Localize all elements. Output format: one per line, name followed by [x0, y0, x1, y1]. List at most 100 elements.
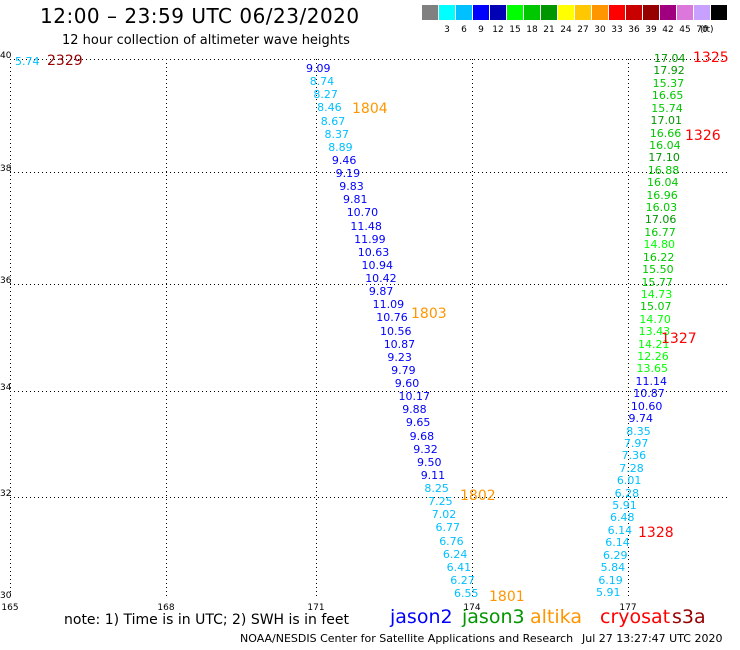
map-plot [10, 59, 730, 599]
wave-height-value: 6.14 [605, 536, 630, 550]
longitude-tick-label: 171 [307, 603, 325, 613]
color-swatch [507, 5, 523, 20]
color-swatch [524, 5, 540, 20]
wave-height-value: 9.74 [628, 412, 654, 426]
wave-height-value: 6.28 [614, 486, 640, 500]
wave-height-value: 9.81 [343, 193, 368, 207]
color-scale-unit: (ft) [700, 25, 714, 35]
latitude-tick-label: 32 [0, 489, 12, 499]
wave-height-value: 16.77 [644, 225, 676, 239]
color-swatch [490, 5, 506, 20]
color-scale-label: 42 [662, 25, 674, 35]
note-text: note: 1) Time is in UTC; 2) SWH is in fe… [64, 612, 350, 628]
wave-height-value: 5.84 [600, 561, 626, 575]
color-scale-label: 70 [696, 25, 708, 35]
color-scale-label: 24 [560, 25, 572, 35]
pass-time-label: 1328 [638, 525, 674, 541]
legend-jason2: jason2 [390, 606, 453, 628]
color-swatch [422, 5, 438, 20]
color-scale-label: 33 [611, 25, 623, 35]
wave-height-value: 15.37 [652, 76, 685, 90]
wave-height-value: 6.01 [616, 474, 642, 488]
color-swatch [456, 5, 472, 20]
wave-height-value: 9.60 [394, 377, 420, 390]
pass-time-label: 1804 [352, 101, 388, 117]
wave-height-value: 9.88 [402, 403, 427, 417]
wave-height-value: 9.68 [409, 429, 435, 443]
legend-altika: altika [530, 606, 582, 628]
color-swatch [626, 5, 642, 20]
wave-height-value: 17.04 [654, 52, 686, 65]
latitude-tick-label: 30 [0, 591, 12, 601]
wave-height-value: 10.42 [365, 272, 397, 285]
color-swatch [473, 5, 489, 20]
wave-height-value: 9.23 [387, 350, 412, 364]
wave-height-value: 13.65 [636, 362, 669, 376]
longitude-tick-label: 168 [157, 603, 175, 613]
wave-height-value: 7.28 [619, 461, 644, 475]
color-scale-label: 39 [645, 25, 657, 35]
color-swatch [541, 5, 557, 20]
wave-height-value: 9.50 [417, 455, 442, 469]
color-swatch [643, 5, 659, 20]
wave-height-value: 16.22 [642, 250, 675, 264]
wave-height-value: 6.24 [442, 547, 468, 561]
color-swatch [558, 5, 574, 20]
wave-height-value: 8.25 [424, 482, 449, 495]
wave-height-value: 6.76 [439, 534, 464, 548]
legend-cryosat: cryosat [600, 606, 671, 628]
wave-height-value: 10.17 [398, 390, 431, 404]
wave-height-value: 10.63 [357, 245, 390, 259]
wave-height-value: 9.32 [413, 442, 438, 456]
wave-height-value: 16.04 [647, 176, 679, 190]
wave-height-value: 12.26 [637, 350, 669, 364]
color-swatch [694, 5, 710, 20]
pass-time-label: 1803 [411, 306, 447, 322]
wave-height-value: 6.48 [609, 511, 635, 525]
latitude-tick-label: 38 [0, 164, 12, 174]
wave-height-value: 8.46 [317, 101, 342, 115]
wave-height-value: 6.55 [454, 587, 479, 600]
color-scale-label: 3 [444, 25, 450, 35]
color-swatch [677, 5, 693, 20]
color-swatch [439, 5, 455, 20]
legend-s3a: s3a [672, 606, 706, 628]
wave-height-value: 10.87 [383, 337, 416, 351]
pass-time-label: 1801 [489, 589, 525, 605]
wave-height-value: 7.36 [621, 449, 647, 463]
wave-height-value: 11.48 [350, 219, 382, 233]
color-swatch [592, 5, 608, 20]
color-scale-label: 30 [594, 25, 606, 35]
wave-height-value: 17.10 [648, 151, 680, 165]
wave-height-value: 9.79 [391, 363, 416, 377]
wave-height-value: 8.35 [626, 424, 651, 438]
latitude-tick-label: 36 [0, 276, 12, 286]
wave-height-value: 14.73 [640, 287, 673, 301]
wave-height-value: 6.41 [446, 560, 472, 574]
wave-height-value: 15.07 [640, 300, 672, 314]
longitude-tick-label: 165 [1, 603, 19, 613]
wave-height-value: 14.21 [637, 337, 670, 351]
wave-height-value: 7.25 [428, 495, 453, 509]
color-scale-label: 27 [577, 25, 589, 35]
color-swatch [711, 5, 727, 20]
pass-time-label: 1325 [693, 50, 729, 66]
color-scale-label: 6 [461, 25, 467, 35]
pass-time-label: 1326 [685, 128, 721, 144]
wave-height-value: 8.89 [328, 140, 353, 154]
wave-height-value: 9.11 [420, 468, 446, 482]
color-swatch [609, 5, 625, 20]
wave-height-value: 6.19 [598, 573, 623, 587]
color-swatch [575, 5, 591, 20]
color-scale-label: 15 [509, 25, 521, 35]
wave-height-value: 10.60 [630, 399, 663, 413]
wave-height-value: 5.91 [612, 499, 637, 513]
wave-height-value: 5.91 [596, 586, 621, 599]
wave-height-value: 14.80 [643, 238, 676, 252]
wave-height-value: 11.09 [372, 298, 405, 312]
wave-height-value: 9.46 [331, 153, 357, 167]
wave-height-value: 8.27 [313, 88, 338, 102]
wave-height-value: 15.74 [651, 101, 683, 115]
color-swatch [660, 5, 676, 20]
color-scale-label: 36 [628, 25, 640, 35]
